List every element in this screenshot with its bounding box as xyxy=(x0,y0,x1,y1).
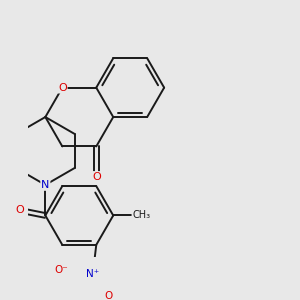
Text: O: O xyxy=(92,172,100,182)
Text: O: O xyxy=(16,206,24,215)
Text: O⁻: O⁻ xyxy=(54,265,68,275)
Text: N⁺: N⁺ xyxy=(86,269,100,279)
Text: CH₃: CH₃ xyxy=(132,211,151,220)
Text: O: O xyxy=(58,82,67,93)
Text: N: N xyxy=(41,180,50,190)
Text: O: O xyxy=(104,291,112,300)
